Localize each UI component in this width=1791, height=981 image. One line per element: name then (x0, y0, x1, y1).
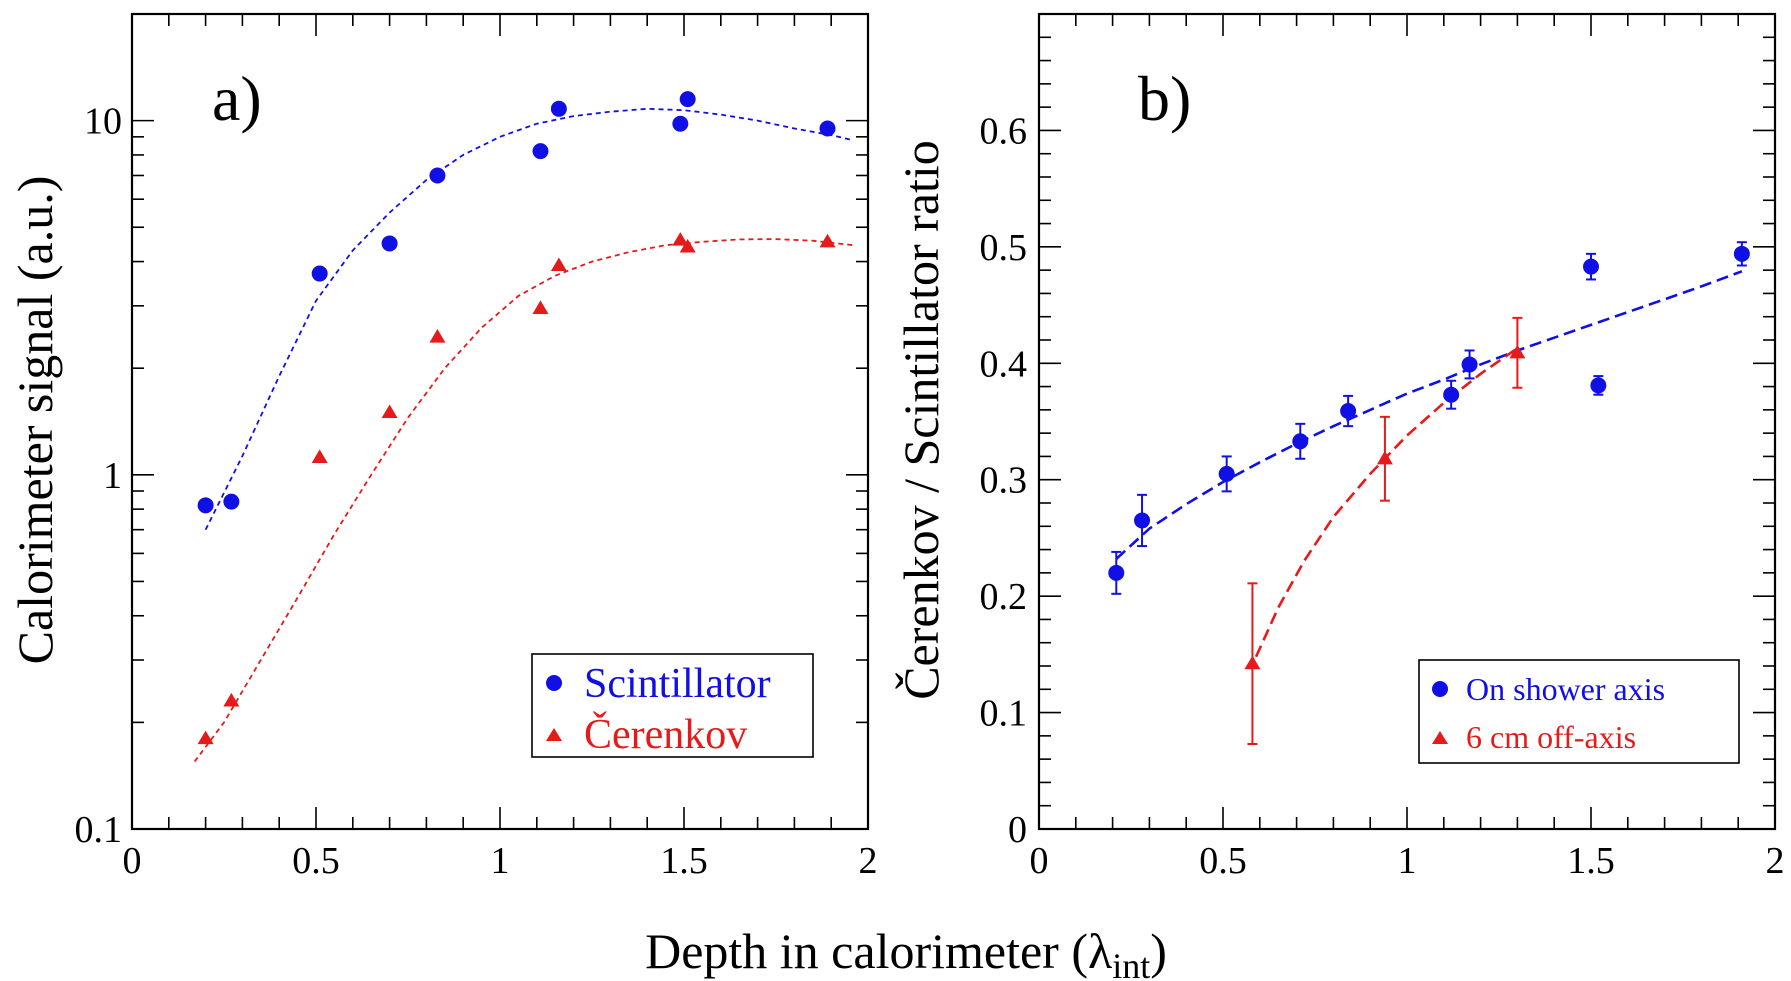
panel-b-y-tick-label: 0.2 (980, 576, 1028, 618)
panel-b-label: b) (1138, 63, 1191, 134)
panel-b-x-tick-label: 0 (1030, 840, 1049, 882)
panel-a-y-tick-label: 1 (103, 455, 122, 497)
x-axis-title: Depth in calorimeter (λint) (645, 923, 1167, 981)
panel-b-y-tick-label: 0.3 (980, 460, 1028, 502)
panel-b-series-2-fit-curve (1254, 347, 1519, 658)
panel-a-series-1-point (672, 115, 689, 132)
panel-b-y-tick-label: 0.5 (980, 227, 1028, 269)
panel-b-x-tick-label: 1.5 (1567, 840, 1615, 882)
panel-b-legend-label-off-axis: 6 cm off-axis (1466, 719, 1636, 755)
panel-a-series-2-point (679, 238, 696, 253)
panel-a-series-1-point (429, 167, 446, 184)
panel-b-x-tick-label: 0.5 (1199, 840, 1247, 882)
panel-b-ticks: 0 0.5 1 1.5 2 0 0.1 0.2 0.3 0.4 0.5 0.6 (980, 13, 1785, 882)
panel-a-x-tick-label: 0.5 (292, 840, 340, 882)
panel-a-series-2-point (672, 232, 689, 246)
panel-b-series-1-point (1292, 433, 1309, 450)
panel-b-series-1-point (1108, 564, 1125, 581)
panel-b-y-tick-label: 0.1 (980, 693, 1028, 735)
panel-b-series-1-point (1218, 465, 1235, 482)
panel-b-legend: On shower axis 6 cm off-axis (1418, 659, 1740, 764)
panel-b-series-2-point (1244, 655, 1261, 670)
panel-b-y-tick-label: 0 (1008, 809, 1027, 851)
panel-b-series-1-point (1733, 245, 1750, 262)
x-axis-title-close: ) (1150, 923, 1167, 979)
panel-a-series-1-point (819, 120, 836, 137)
panel-a-series-2-point (819, 233, 836, 248)
panel-a-series-1-point (197, 497, 214, 514)
panel-a-legend-box (531, 653, 814, 758)
panel-b-series-1-point (1443, 386, 1460, 403)
panel-a-legend-label-cerenkov: Čerenkov (584, 711, 747, 758)
panel-a-series-1-point (311, 265, 328, 282)
panel-a-y-tick-label: 10 (84, 101, 122, 143)
panel-b-ratio-plot: 0 0.5 1 1.5 2 0 0.1 0.2 0.3 0.4 0.5 0.6 b) Čerenkov… (893, 12, 1785, 882)
panel-b-series-1-fit-curve (1115, 270, 1743, 560)
panel-a-fit-curves (193, 107, 854, 763)
panel-b-legend-marker-off-axis (1432, 731, 1448, 744)
panel-b-legend-label-on-axis: On shower axis (1466, 671, 1665, 707)
panel-a-legend: Scintillator Čerenkov (531, 653, 814, 758)
panel-a-data-points (197, 91, 836, 745)
panel-b-series-1-point (1340, 403, 1357, 420)
panel-b-series-1-point (1461, 356, 1478, 373)
panel-a-ticks: 0 0.5 1 1.5 2 0.1 1 10 (75, 13, 878, 882)
panel-a-series-1-point (381, 235, 398, 252)
panel-a-y-tick-label: 0.1 (75, 809, 123, 851)
panel-b-series-1-point (1134, 512, 1151, 529)
panel-b-fit-curves (1115, 270, 1743, 658)
panel-b-x-tick-label: 1 (1398, 840, 1417, 882)
panel-a-series-2-point (429, 328, 446, 343)
panel-a-series-2-point (311, 449, 328, 463)
panel-a-y-axis-title: Calorimeter signal (a.u.) (7, 176, 63, 665)
panel-a-series-2-point (197, 730, 214, 745)
panel-a-label: a) (212, 63, 262, 134)
panel-a-series-1-point (550, 100, 567, 117)
panel-a-series-2-fit-curve (193, 238, 854, 763)
panel-b-y-tick-label: 0.6 (980, 110, 1028, 152)
panel-a-series-1-point (223, 493, 240, 510)
panel-a-series-2-point (550, 257, 567, 272)
panel-a-x-tick-label: 0 (123, 840, 142, 882)
panel-b-series-1-point (1583, 258, 1599, 275)
panel-a-series-2-point (532, 300, 549, 315)
panel-a-x-tick-label: 1 (491, 840, 510, 882)
panel-a-series-1-point (679, 91, 696, 108)
panel-a-legend-marker-scintillator (546, 675, 562, 691)
panel-a-legend-label-scintillator: Scintillator (584, 661, 771, 707)
panel-b-series-1-point (1590, 377, 1607, 394)
panel-a-series-2-point (381, 404, 398, 419)
panel-a-series-1-point (532, 143, 549, 160)
x-axis-title-subscript: int (1112, 946, 1150, 981)
panel-b-series-2-point (1509, 344, 1526, 359)
panel-b-x-tick-label: 2 (1766, 840, 1785, 882)
panel-a-signal-plot: 0 0.5 1 1.5 2 0.1 1 10 a) Calorimeter signal (a… (7, 12, 878, 882)
panel-b-data-points (1108, 241, 1750, 746)
panel-a-series-1-fit-curve (204, 107, 854, 531)
panel-a-series-2-point (223, 692, 240, 707)
panel-b-y-tick-label: 0.4 (980, 343, 1028, 385)
panel-a-x-tick-label: 1.5 (660, 840, 708, 882)
panel-b-legend-marker-on-axis (1432, 681, 1448, 697)
panel-a-legend-marker-cerenkov (546, 728, 562, 741)
panel-b-legend-box (1418, 659, 1740, 764)
panel-a-x-tick-label: 2 (859, 840, 878, 882)
panel-b-y-axis-title: Čerenkov / Scintillator ratio (893, 140, 949, 700)
panel-b-series-2-point (1376, 450, 1393, 465)
x-axis-title-main: Depth in calorimeter (λ (645, 923, 1112, 979)
